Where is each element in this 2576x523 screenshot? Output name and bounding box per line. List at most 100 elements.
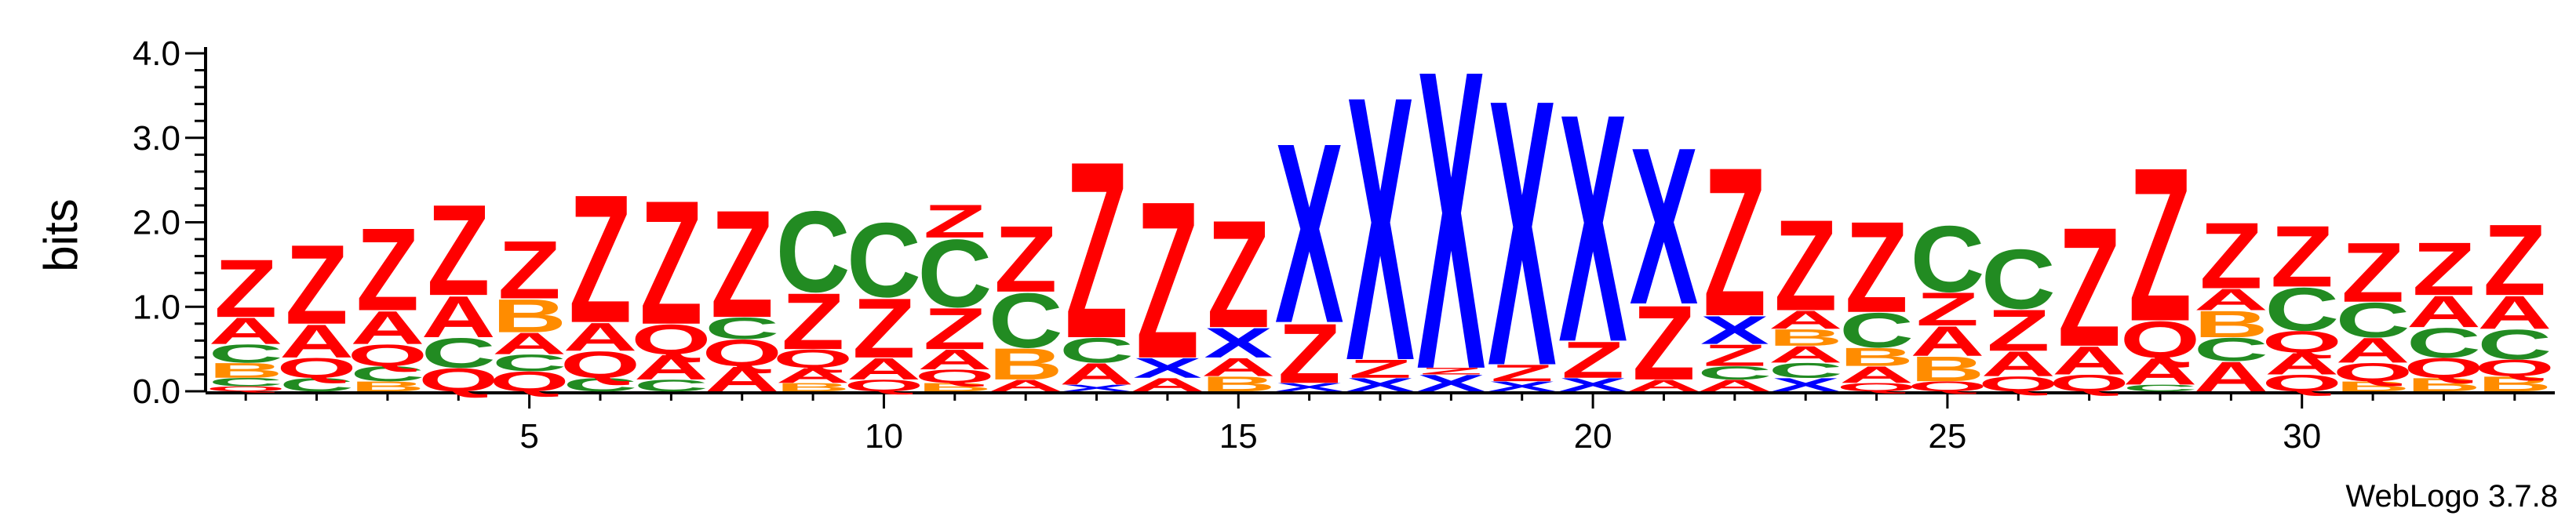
logo-letter: B	[2477, 372, 2552, 396]
logo-letter: B	[350, 379, 424, 394]
logo-letter: X	[1630, 102, 1699, 352]
logo-letter: A	[1130, 374, 1204, 395]
logo-letter: A	[1839, 361, 1914, 387]
y-tick-label: 4.0	[133, 35, 180, 73]
logo-letter: Q	[418, 361, 498, 398]
logo-letter: Q	[1836, 380, 1916, 394]
logo-letter: A	[2477, 286, 2552, 340]
logo-letter: Z	[2271, 208, 2334, 305]
logo-letter: Z	[1349, 354, 1412, 383]
y-axis: 0.0 1.0 2.0 3.0 4.0	[133, 35, 207, 411]
logo-letter: A	[1697, 376, 1772, 395]
y-tick-label: 1.0	[133, 288, 180, 326]
logo-letter: X	[1133, 353, 1202, 384]
logo-stacks: QCBCAZCQAZBCQAZQCAZQCABZCQAZCAQZAQCZBAQZ…	[206, 0, 2555, 458]
x-tick-label: 30	[2283, 417, 2321, 456]
logo-letter: A	[634, 347, 709, 387]
logo-letter: C	[2194, 331, 2268, 368]
logo-letter: A	[2407, 287, 2481, 337]
logo-letter: Q	[1907, 379, 1988, 394]
logo-letter: A	[492, 326, 567, 361]
logo-letter: C	[705, 311, 779, 346]
logo-letter: Q	[2120, 311, 2200, 369]
logo-letter: C	[2477, 321, 2552, 369]
logo-letter: Q	[2333, 358, 2413, 387]
logo-letter: Z	[782, 276, 844, 366]
x-axis: 5 10 15 20 25 30	[206, 391, 2555, 456]
logo-stack: XZX	[1488, 22, 1557, 445]
y-tick-label: 3.0	[133, 119, 180, 158]
logo-letter: Z	[924, 194, 986, 248]
logo-letter: X	[1346, 374, 1415, 395]
logo-letter: Q	[348, 338, 428, 372]
logo-letter: Z	[569, 158, 632, 361]
logo-letter: Z	[852, 281, 915, 376]
logo-stack: XZX	[1275, 89, 1344, 401]
logo-letter: C	[492, 350, 567, 376]
logo-letter: B	[917, 380, 992, 394]
logo-letter: Z	[2057, 192, 2120, 382]
logo-letter: C	[1981, 231, 2056, 326]
logo-letter: A	[2264, 347, 2339, 381]
logo-letter: A	[1627, 376, 1701, 395]
logo-letter: Z	[1703, 124, 1766, 361]
logo-letter: C	[209, 376, 283, 389]
logo-letter: A	[350, 301, 424, 354]
logo-letter: C	[1839, 303, 1914, 358]
logo-letter: Z	[639, 165, 702, 362]
logo-stack: AZX	[1627, 102, 1701, 402]
logo-letter: Z	[497, 224, 560, 317]
logo-letter: B	[2407, 374, 2481, 395]
logo-letter: C	[634, 376, 709, 395]
logo-letter: B	[989, 340, 1063, 390]
logo-letter: A	[705, 359, 779, 399]
logo-letter: Q	[2403, 353, 2483, 384]
logo-letter: B	[2194, 303, 2268, 345]
logo-letter: Q	[490, 366, 570, 398]
logo-letter: A	[917, 344, 992, 376]
logo-letter: A	[209, 310, 283, 352]
logo-letter: C	[2264, 275, 2339, 344]
logo-letter: X	[1346, 16, 1415, 439]
x-tick-label: 10	[865, 417, 903, 456]
logo-stack: XZX	[1417, 0, 1486, 458]
logo-letter: Z	[1987, 297, 2050, 363]
logo-letter: C	[2336, 292, 2410, 347]
logo-letter: Z	[356, 203, 419, 335]
logo-letter: X	[1062, 383, 1131, 393]
logo-letter: Z	[1774, 193, 1837, 338]
logo-letter: C	[1697, 362, 1772, 383]
logo-letter: C	[350, 362, 424, 386]
logo-letter: A	[776, 364, 851, 387]
logo-letter: Z	[711, 179, 774, 350]
logo-letter: A	[2123, 350, 2198, 393]
logo-stack: XZX	[1346, 16, 1415, 439]
logo-letter: Z	[1632, 284, 1695, 402]
logo-letter: Z	[1065, 109, 1128, 391]
logo-letter: C	[1910, 206, 1984, 312]
logo-letter: B	[209, 358, 283, 382]
logo-letter: X	[1275, 89, 1344, 376]
logo-letter: B	[1201, 372, 1276, 396]
logo-letter: C	[2407, 319, 2481, 366]
logo-letter: A	[1769, 306, 1843, 335]
logo-letter: Q	[702, 332, 782, 374]
logo-letter: C	[989, 277, 1063, 364]
logo-letter: Z	[1703, 338, 1766, 372]
logo-letter: Q	[631, 316, 711, 363]
logo-letter: A	[847, 351, 921, 386]
logo-stack: AXZ	[1130, 156, 1204, 406]
logo-letter: C	[847, 202, 921, 320]
logo-letter: A	[1910, 318, 1984, 365]
logo-letter: Q	[206, 385, 286, 393]
